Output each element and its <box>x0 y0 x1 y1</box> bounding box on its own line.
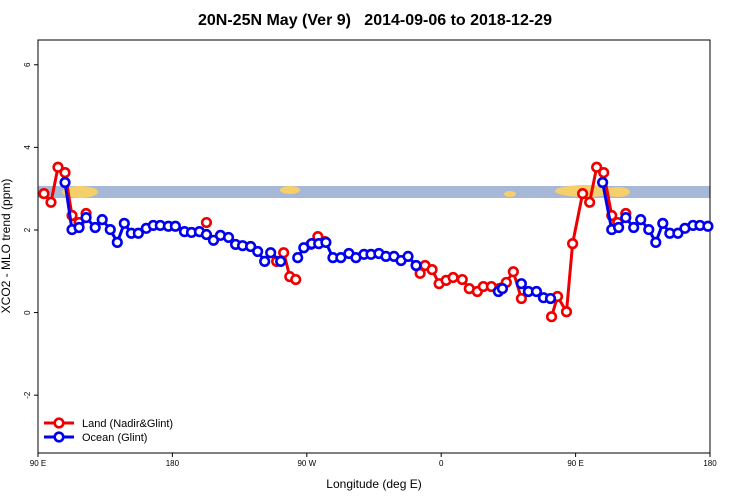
x-tick-label: 90 E <box>567 459 583 468</box>
legend-marker <box>53 417 65 429</box>
point <box>650 236 662 248</box>
point <box>222 231 235 244</box>
legend-marker <box>53 431 65 443</box>
point <box>635 214 647 226</box>
point <box>507 266 519 278</box>
y-tick-label: 2 <box>23 227 32 232</box>
point <box>275 255 287 267</box>
x-axis-label: Longitude (deg E) <box>326 477 421 491</box>
point <box>45 196 57 208</box>
x-tick-label: 180 <box>703 459 717 468</box>
point <box>597 176 609 189</box>
point <box>89 221 101 234</box>
point <box>38 188 50 200</box>
point <box>544 292 557 305</box>
point <box>320 236 332 248</box>
point <box>59 176 71 189</box>
map-strip <box>38 185 710 198</box>
point <box>104 223 116 236</box>
y-tick-label: 4 <box>23 145 32 150</box>
y-tick-label: 6 <box>23 62 32 67</box>
x-tick-label: 90 W <box>297 459 316 468</box>
point <box>591 161 603 173</box>
x-tick-label: 180 <box>166 459 180 468</box>
point <box>200 216 213 229</box>
chart-title: 20N-25N May (Ver 9) 2014-09-06 to 2018-1… <box>198 12 552 29</box>
point <box>410 259 422 272</box>
point <box>643 223 655 236</box>
point <box>73 221 85 234</box>
point <box>278 247 290 259</box>
point <box>111 236 123 248</box>
point <box>200 228 213 241</box>
point <box>259 255 271 267</box>
y-axis-label: XCO2 - MLO trend (ppm) <box>0 179 13 314</box>
point <box>447 271 459 284</box>
point <box>265 247 277 259</box>
point <box>290 273 302 286</box>
point <box>628 221 640 234</box>
point <box>515 292 527 305</box>
y-tick-label: 0 <box>23 310 32 315</box>
point <box>530 285 543 298</box>
plot-frame <box>37 39 711 454</box>
point <box>52 161 64 173</box>
point <box>59 166 71 179</box>
x-tick-label: 90 E <box>30 459 46 468</box>
point <box>118 217 130 229</box>
x-tick-label: 0 <box>439 459 444 468</box>
point <box>252 245 264 258</box>
point <box>496 283 509 295</box>
point <box>567 238 579 250</box>
point <box>426 264 438 276</box>
point <box>584 196 596 208</box>
point <box>657 217 669 229</box>
point <box>169 220 181 232</box>
point <box>292 252 304 264</box>
y-tick-label: -2 <box>23 391 32 399</box>
point <box>402 250 414 263</box>
point <box>620 211 632 224</box>
point <box>545 311 558 323</box>
legend-label: Ocean (Glint) <box>82 432 147 444</box>
point <box>132 227 144 239</box>
series <box>59 176 714 305</box>
point <box>485 280 497 293</box>
point <box>207 234 220 246</box>
point <box>577 188 589 200</box>
point <box>560 306 573 318</box>
point <box>456 273 468 286</box>
point <box>613 221 625 234</box>
point <box>245 240 257 253</box>
point <box>672 227 684 239</box>
legend-label: Land (Nadir&Glint) <box>82 418 173 430</box>
point <box>598 166 610 179</box>
point <box>80 211 92 224</box>
point <box>96 214 108 226</box>
point <box>515 278 527 290</box>
point <box>702 220 714 232</box>
series-line <box>63 182 709 300</box>
